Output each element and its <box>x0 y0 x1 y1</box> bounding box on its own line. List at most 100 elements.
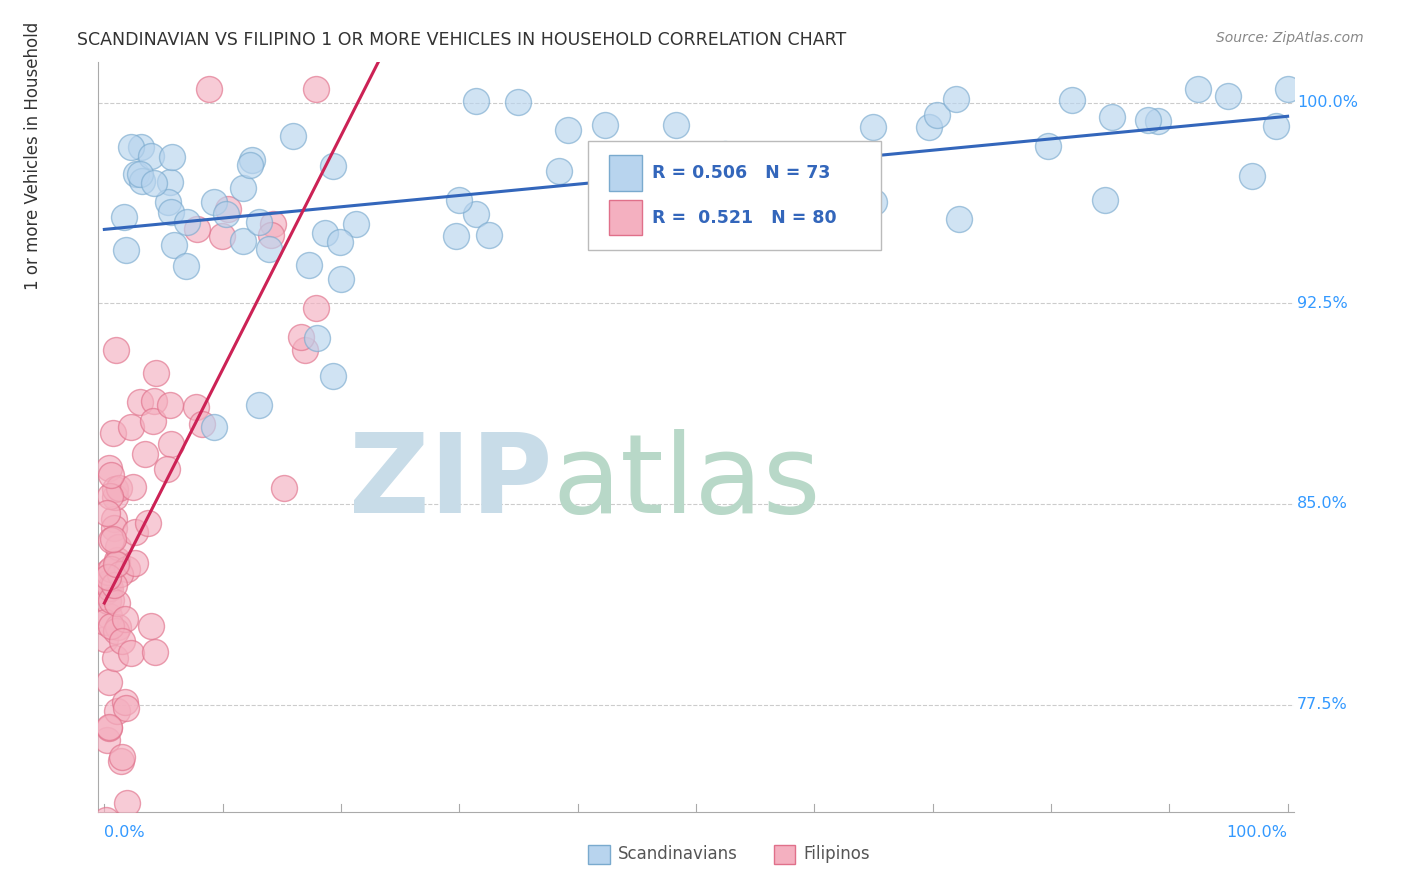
Point <box>1264 120 1286 134</box>
Point <box>247 398 270 412</box>
Point <box>174 259 197 273</box>
Point <box>1094 193 1116 207</box>
Point <box>124 556 146 570</box>
Point <box>105 343 128 358</box>
Point <box>239 158 262 172</box>
Point <box>107 481 129 495</box>
Point <box>97 578 120 592</box>
Point <box>1187 82 1209 96</box>
Point <box>202 194 225 209</box>
Text: 85.0%: 85.0% <box>1298 497 1348 511</box>
Bar <box>589 846 610 864</box>
Point <box>100 562 122 576</box>
Point <box>1136 112 1159 127</box>
Point <box>322 159 344 173</box>
Point <box>143 176 166 190</box>
Bar <box>609 155 643 191</box>
Point <box>927 108 949 122</box>
Point <box>120 140 142 154</box>
Text: 0.0%: 0.0% <box>104 825 145 840</box>
Point <box>330 272 353 286</box>
Point <box>159 436 181 450</box>
Point <box>305 301 328 315</box>
Point <box>159 175 181 189</box>
Point <box>464 207 486 221</box>
Point <box>547 163 569 178</box>
Point <box>557 123 579 137</box>
Point <box>105 704 128 718</box>
Point <box>98 489 121 503</box>
Point <box>184 401 207 415</box>
Point <box>862 194 884 209</box>
Point <box>96 733 118 747</box>
Point <box>107 620 129 634</box>
Text: 100.0%: 100.0% <box>1298 95 1358 110</box>
Point <box>105 596 128 610</box>
Point <box>1062 93 1084 107</box>
Point <box>104 483 127 497</box>
Point <box>105 557 128 571</box>
Point <box>136 516 159 531</box>
Point <box>294 343 316 358</box>
Point <box>97 674 120 689</box>
Point <box>114 701 136 715</box>
FancyBboxPatch shape <box>589 141 882 250</box>
Point <box>134 447 156 461</box>
Point <box>444 228 467 243</box>
Point <box>1036 139 1059 153</box>
Point <box>1218 89 1240 103</box>
Point <box>948 211 970 226</box>
Point <box>449 193 471 207</box>
Point <box>862 120 884 135</box>
Text: Source: ZipAtlas.com: Source: ZipAtlas.com <box>1216 31 1364 45</box>
Point <box>139 619 162 633</box>
Point <box>744 206 766 220</box>
Point <box>240 153 263 167</box>
Point <box>593 119 616 133</box>
Point <box>1277 82 1299 96</box>
Point <box>131 174 153 188</box>
Point <box>641 175 664 189</box>
Point <box>94 813 117 827</box>
Point <box>110 755 132 769</box>
Point <box>772 193 794 207</box>
Point <box>478 227 501 242</box>
Point <box>346 217 368 231</box>
Point <box>186 222 208 236</box>
Point <box>142 393 165 408</box>
Point <box>156 462 179 476</box>
Point <box>626 152 648 166</box>
Point <box>98 581 121 595</box>
Text: ZIP: ZIP <box>349 428 553 535</box>
Point <box>100 593 122 607</box>
Point <box>93 632 115 646</box>
Text: R =  0.521   N = 80: R = 0.521 N = 80 <box>652 209 837 227</box>
Point <box>94 571 117 585</box>
Point <box>98 721 121 735</box>
Point <box>215 207 238 221</box>
Point <box>145 366 167 380</box>
Point <box>305 331 328 345</box>
Point <box>103 512 125 526</box>
Point <box>917 120 939 134</box>
Point <box>97 609 120 624</box>
Text: 92.5%: 92.5% <box>1298 296 1348 310</box>
Point <box>665 118 688 132</box>
Point <box>142 413 165 427</box>
Point <box>111 633 134 648</box>
Point <box>115 796 138 810</box>
Point <box>103 521 125 535</box>
Point <box>322 369 344 384</box>
Point <box>98 720 121 734</box>
Point <box>105 558 128 572</box>
Point <box>305 82 328 96</box>
Point <box>125 168 148 182</box>
Point <box>198 82 221 96</box>
Point <box>139 149 162 163</box>
Point <box>129 167 152 181</box>
Point <box>232 234 254 248</box>
Point <box>112 211 135 225</box>
Point <box>103 578 125 592</box>
Text: 1 or more Vehicles in Household: 1 or more Vehicles in Household <box>24 22 42 290</box>
Point <box>101 426 124 441</box>
